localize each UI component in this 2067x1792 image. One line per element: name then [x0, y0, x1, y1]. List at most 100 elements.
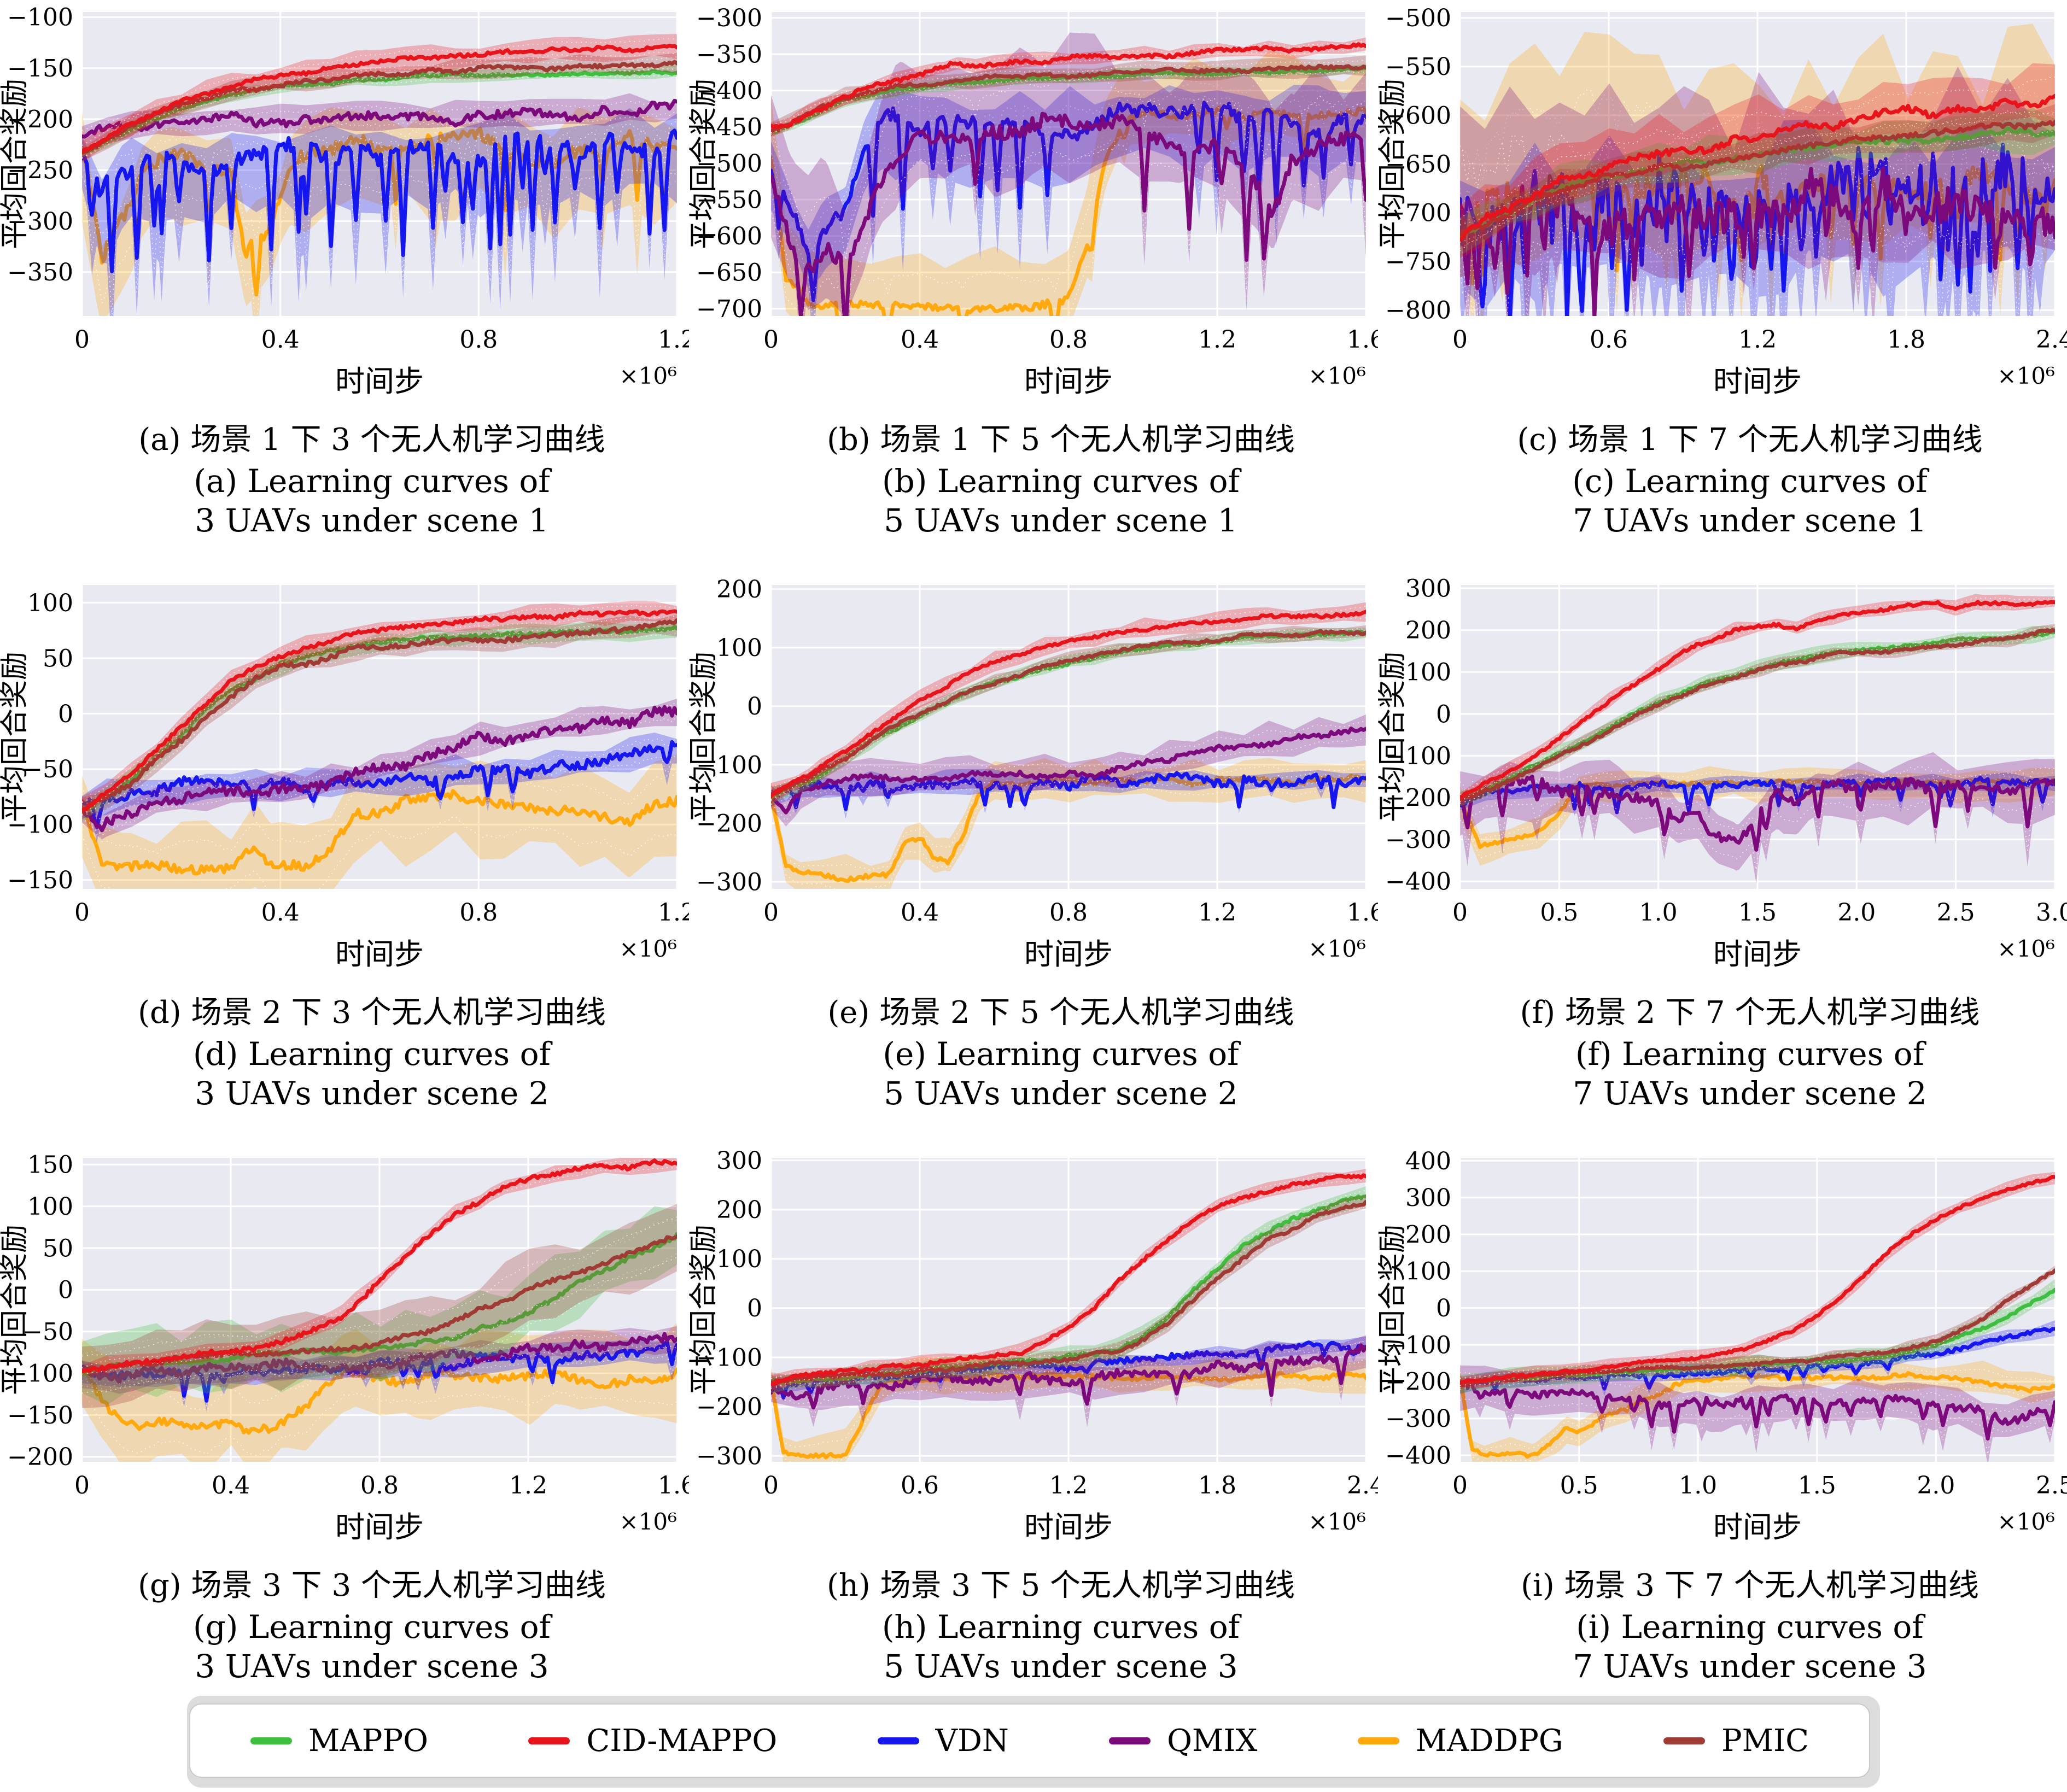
caption-a-en2: 3 UAVs under scene 1 — [195, 502, 549, 539]
figure-row-2: 100 50 0 −50 −100 −150 0 0.4 0.8 1.2 ×10⁶ 时间步 平均回合奖励… — [0, 573, 2067, 1146]
chart-a-canvas: −100 −150 −200 −250 −300 −350 0 0.4 0.8 1.2 ×10⁶ 时间… — [0, 4, 689, 399]
caption-i: (i) 场景 3 下 7 个无人机学习曲线 (i) Learning curve… — [1378, 1565, 2067, 1686]
subplot-h: 300 200 100 0 −100 −200 −300 0 0.6 1.2 1.8 2.4 ×10⁶ 时… — [689, 1146, 1378, 1693]
svg-text:0.8: 0.8 — [1049, 899, 1088, 927]
svg-text:−300: −300 — [7, 208, 73, 236]
svg-text:1.0: 1.0 — [1679, 1472, 1717, 1500]
svg-text:−150: −150 — [7, 866, 73, 894]
svg-text:300: 300 — [1405, 575, 1451, 603]
caption-b-en1: (b) Learning curves of — [881, 462, 1240, 500]
svg-text:−300: −300 — [696, 1443, 762, 1471]
svg-text:1.2: 1.2 — [1198, 899, 1236, 927]
svg-text:−750: −750 — [1385, 248, 1451, 276]
svg-text:−100: −100 — [1385, 1331, 1451, 1359]
svg-text:−200: −200 — [7, 106, 73, 133]
svg-text:200: 200 — [716, 1196, 762, 1224]
svg-text:−200: −200 — [1385, 784, 1451, 812]
svg-text:平均回合奖励: 平均回合奖励 — [1378, 79, 1409, 249]
svg-text:−700: −700 — [696, 295, 762, 323]
svg-text:0: 0 — [74, 1472, 90, 1500]
legend-item-vdn: VDN — [877, 1723, 1009, 1759]
svg-text:200: 200 — [716, 576, 762, 604]
svg-text:2.4: 2.4 — [2036, 326, 2067, 354]
subplot-f: 300 200 100 0 −100 −200 −300 −400 0 0.5 1.0 1.5 2.0 2… — [1378, 573, 2067, 1146]
svg-text:0: 0 — [1452, 899, 1468, 927]
caption-a: (a) 场景 1 下 3 个无人机学习曲线 (a) Learning curve… — [0, 419, 689, 540]
svg-text:2.0: 2.0 — [1837, 899, 1876, 927]
svg-text:1.0: 1.0 — [1639, 899, 1678, 927]
svg-text:−200: −200 — [7, 1443, 73, 1471]
svg-text:−200: −200 — [696, 810, 762, 838]
svg-text:300: 300 — [1405, 1184, 1451, 1212]
legend-item-cid-mappo: CID-MAPPO — [528, 1723, 777, 1759]
svg-text:−450: −450 — [696, 114, 762, 142]
svg-text:时间步: 时间步 — [1024, 1510, 1113, 1544]
legend-swatch-vdn — [877, 1737, 919, 1744]
svg-text:2.5: 2.5 — [2036, 1472, 2067, 1500]
svg-text:平均回合奖励: 平均回合奖励 — [689, 1225, 720, 1395]
svg-text:1.6: 1.6 — [1347, 326, 1378, 354]
svg-text:−100: −100 — [7, 1360, 73, 1387]
svg-text:0: 0 — [763, 326, 779, 354]
svg-text:−100: −100 — [696, 751, 762, 779]
caption-c-zh: (c) 场景 1 下 7 个无人机学习曲线 — [1517, 422, 1983, 458]
svg-text:0: 0 — [1436, 1295, 1451, 1322]
svg-text:−500: −500 — [696, 150, 762, 178]
svg-text:−50: −50 — [22, 756, 73, 783]
svg-text:1.2: 1.2 — [1198, 326, 1236, 354]
caption-d: (d) 场景 2 下 3 个无人机学习曲线 (d) Learning curve… — [0, 992, 689, 1113]
svg-text:×10⁶: ×10⁶ — [1998, 935, 2055, 962]
svg-text:−200: −200 — [1385, 1368, 1451, 1396]
svg-text:200: 200 — [1405, 1221, 1451, 1249]
legend-item-maddpg: MADDPG — [1357, 1723, 1563, 1759]
svg-text:0: 0 — [58, 700, 73, 728]
svg-text:时间步: 时间步 — [1713, 364, 1802, 399]
svg-text:1.2: 1.2 — [658, 326, 689, 354]
svg-text:−100: −100 — [1385, 742, 1451, 770]
caption-c: (c) 场景 1 下 7 个无人机学习曲线 (c) Learning curve… — [1378, 419, 2067, 540]
caption-h: (h) 场景 3 下 5 个无人机学习曲线 (h) Learning curve… — [689, 1565, 1378, 1686]
legend-box: MAPPO CID-MAPPO VDN QMIX MADDPG — [189, 1703, 1870, 1778]
svg-text:×10⁶: ×10⁶ — [620, 1508, 677, 1535]
svg-text:1.6: 1.6 — [1347, 899, 1378, 927]
caption-e-en2: 5 UAVs under scene 2 — [884, 1075, 1238, 1112]
subplot-d: 100 50 0 −50 −100 −150 0 0.4 0.8 1.2 ×10⁶ 时间步 平均回合奖励… — [0, 573, 689, 1146]
svg-text:1.2: 1.2 — [509, 1472, 547, 1500]
svg-text:−200: −200 — [696, 1393, 762, 1421]
svg-text:1.8: 1.8 — [1198, 1472, 1236, 1500]
legend-item-qmix: QMIX — [1109, 1723, 1257, 1759]
svg-text:−600: −600 — [696, 222, 762, 250]
caption-f: (f) 场景 2 下 7 个无人机学习曲线 (f) Learning curve… — [1378, 992, 2067, 1113]
caption-d-en1: (d) Learning curves of — [192, 1035, 551, 1073]
caption-g-en2: 3 UAVs under scene 3 — [195, 1648, 549, 1685]
svg-text:0.8: 0.8 — [459, 899, 498, 927]
subplot-a: −100 −150 −200 −250 −300 −350 0 0.4 0.8 1.2 ×10⁶ 时间… — [0, 0, 689, 573]
svg-text:×10⁶: ×10⁶ — [1309, 935, 1366, 962]
legend-item-pmic: PMIC — [1663, 1723, 1809, 1759]
svg-text:×10⁶: ×10⁶ — [620, 362, 677, 389]
svg-text:100: 100 — [1405, 659, 1451, 687]
caption-d-en2: 3 UAVs under scene 2 — [195, 1075, 549, 1112]
svg-text:0: 0 — [58, 1276, 73, 1304]
subplot-b: −300 −350 −400 −450 −500 −550 −600 −650 −700 0 0.4… — [689, 0, 1378, 573]
svg-text:−150: −150 — [7, 55, 73, 83]
caption-h-zh: (h) 场景 3 下 5 个无人机学习曲线 — [826, 1568, 1295, 1603]
svg-text:2.5: 2.5 — [1937, 899, 1975, 927]
svg-text:−100: −100 — [7, 811, 73, 839]
svg-text:0.8: 0.8 — [1049, 326, 1088, 354]
legend-swatch-pmic — [1663, 1737, 1705, 1744]
caption-e-en1: (e) Learning curves of — [883, 1035, 1239, 1073]
svg-text:0: 0 — [763, 1472, 779, 1500]
svg-text:0: 0 — [747, 1295, 762, 1322]
svg-text:×10⁶: ×10⁶ — [620, 935, 677, 962]
caption-h-en1: (h) Learning curves of — [881, 1608, 1240, 1645]
svg-text:−300: −300 — [696, 869, 762, 897]
svg-text:0.5: 0.5 — [1540, 899, 1578, 927]
